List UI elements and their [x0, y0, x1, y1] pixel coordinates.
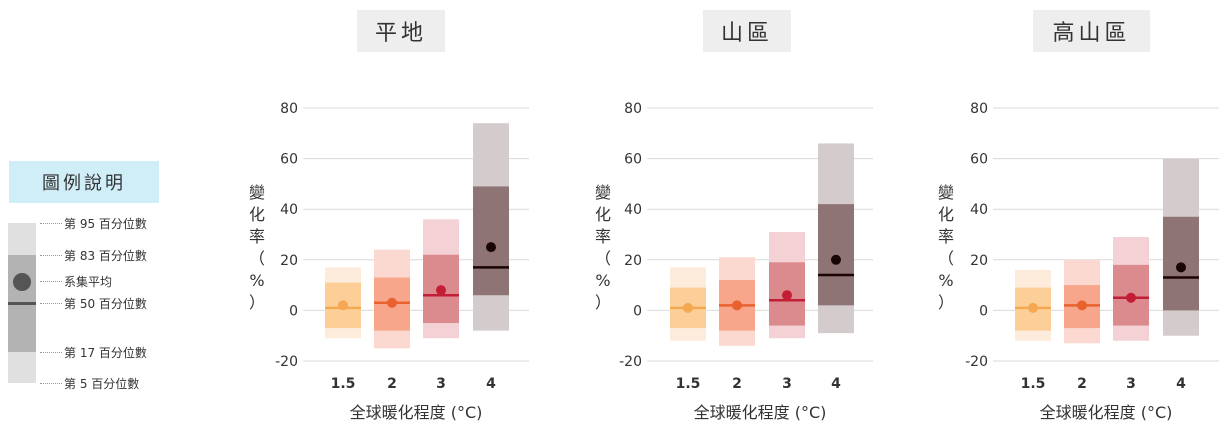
- legend-title: 圖例說明: [9, 161, 159, 203]
- y-tick-label: 40: [280, 202, 298, 218]
- y-tick-label: -20: [275, 354, 298, 370]
- y-tick-label: 60: [970, 152, 988, 168]
- y-tick-label: 20: [624, 253, 642, 269]
- panel-title-mountain: 山區: [703, 10, 791, 52]
- x-axis-label: 全球暖化程度 (°C): [350, 403, 483, 422]
- box-inner-4: [473, 186, 509, 296]
- mean-dot-1.5: [683, 302, 693, 313]
- legend-label-p95: 第 95 百分位數: [64, 217, 147, 231]
- box-inner-4: [818, 204, 854, 306]
- x-tick-label: 2: [387, 376, 397, 392]
- mean-dot-2: [732, 300, 742, 311]
- x-tick-label: 3: [436, 376, 446, 392]
- mean-dot-1.5: [1028, 302, 1038, 313]
- x-tick-label: 4: [831, 376, 841, 392]
- x-tick-label: 2: [1077, 376, 1087, 392]
- mean-dot-2: [1077, 300, 1087, 311]
- legend-leader: [40, 281, 62, 282]
- x-tick-label: 3: [1126, 376, 1136, 392]
- mean-dot-1.5: [338, 300, 348, 311]
- panel-title-plain: 平地: [357, 10, 445, 52]
- legend-leader: [40, 223, 62, 224]
- x-tick-label: 3: [782, 376, 792, 392]
- y-tick-label: 0: [633, 303, 642, 319]
- y-tick-label: 0: [979, 303, 988, 319]
- legend-label-p5: 第 5 百分位數: [64, 377, 140, 391]
- mean-dot-4: [831, 254, 841, 265]
- mean-dot-4: [486, 242, 496, 253]
- mean-dot-3: [782, 290, 792, 301]
- legend-leader: [40, 352, 62, 353]
- y-axis-label: 變化率（%）: [938, 183, 954, 312]
- legend-label-p17: 第 17 百分位數: [64, 346, 147, 360]
- legend-median-line: [8, 302, 36, 305]
- y-tick-label: 20: [280, 253, 298, 269]
- legend-mean-dot: [13, 273, 31, 291]
- mean-dot-2: [387, 297, 397, 308]
- y-axis-label: 變化率（%）: [595, 183, 611, 312]
- mean-dot-4: [1176, 262, 1186, 273]
- y-tick-label: -20: [619, 354, 642, 370]
- y-tick-label: -20: [965, 354, 988, 370]
- legend-label-p50: 第 50 百分位數: [64, 297, 147, 311]
- x-axis-label: 全球暖化程度 (°C): [1040, 403, 1173, 422]
- mean-dot-3: [436, 285, 446, 296]
- mean-dot-3: [1126, 292, 1136, 303]
- panel-title-high-mountain: 高山區: [1033, 10, 1150, 52]
- y-tick-label: 20: [970, 253, 988, 269]
- y-tick-label: 80: [280, 101, 298, 117]
- legend-leader: [40, 303, 62, 304]
- legend-label-p83: 第 83 百分位數: [64, 249, 147, 263]
- x-tick-label: 4: [1176, 376, 1186, 392]
- y-tick-label: 80: [624, 101, 642, 117]
- x-tick-label: 1.5: [1021, 376, 1046, 392]
- x-tick-label: 4: [486, 376, 496, 392]
- y-axis-label: 變化率（%）: [249, 183, 265, 312]
- y-tick-label: 60: [280, 152, 298, 168]
- y-tick-label: 40: [970, 202, 988, 218]
- x-tick-label: 2: [732, 376, 742, 392]
- x-tick-label: 1.5: [331, 376, 356, 392]
- y-tick-label: 0: [289, 303, 298, 319]
- y-tick-label: 80: [970, 101, 988, 117]
- legend-label-mean: 系集平均: [64, 275, 113, 289]
- y-tick-label: 60: [624, 152, 642, 168]
- legend-leader: [40, 255, 62, 256]
- legend-leader: [40, 383, 62, 384]
- x-axis-label: 全球暖化程度 (°C): [694, 403, 827, 422]
- x-tick-label: 1.5: [676, 376, 701, 392]
- y-tick-label: 40: [624, 202, 642, 218]
